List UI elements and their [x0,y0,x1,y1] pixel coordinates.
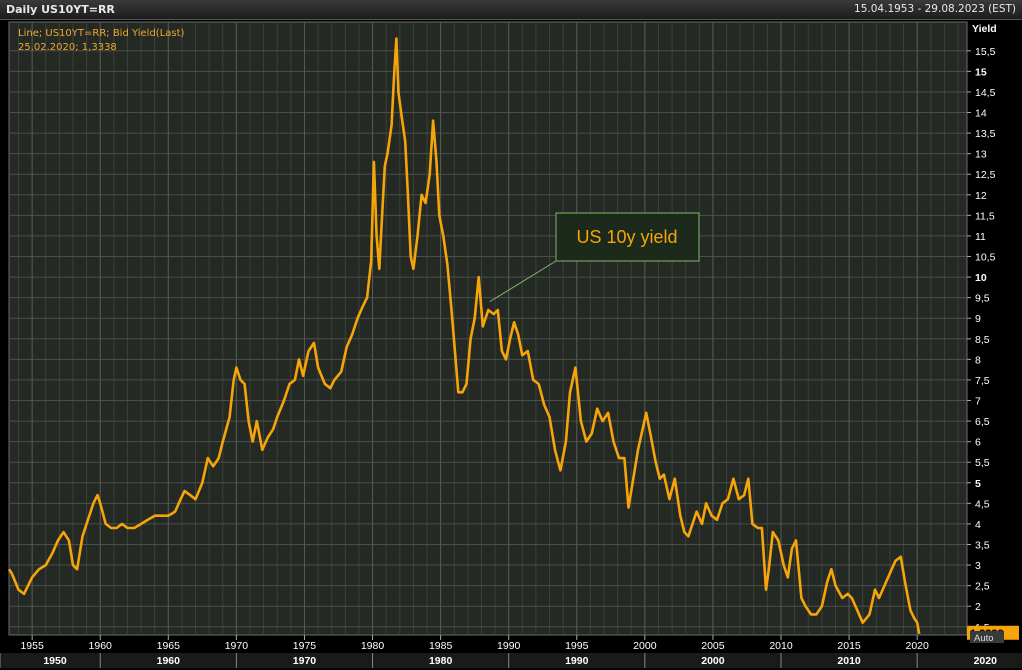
y-tick-label: 11 [975,231,986,243]
annotation-pointer [489,260,557,303]
x-tick-label: 1985 [429,640,453,652]
x-tick-label: 1990 [497,640,521,652]
date-range: 15.04.1953 - 29.08.2023 (EST) [854,3,1016,15]
y-tick-label: 5 [975,478,981,490]
y-axis-title: Yield [972,23,997,35]
y-tick-label: 4 [975,519,981,531]
y-tick-label: 3,5 [975,539,990,551]
legend-last-point: 25.02.2020; 1,3338 [18,42,117,53]
y-tick-label: 14,5 [975,87,996,99]
y-tick-label: 11,5 [975,210,995,222]
auto-scale-box[interactable] [970,631,1004,643]
y-tick-label: 9,5 [975,293,990,305]
yield-series-line [7,37,921,635]
y-tick-label: 7,5 [975,375,990,387]
chart-title: Daily US10YT=RR [6,3,115,16]
chart-area: 1,522,533,544,555,566,577,588,599,51010,… [0,21,1022,668]
x-tick-label: 1970 [225,640,249,652]
chart-header: Daily US10YT=RR 15.04.1953 - 29.08.2023 … [0,0,1022,20]
y-tick-label: 14 [975,108,987,120]
x-tick-label: 1975 [293,640,317,652]
y-axis: 1,522,533,544,555,566,577,588,599,51010,… [967,46,996,634]
y-tick-label: 8 [975,354,981,366]
y-tick-label: 15 [975,66,987,78]
decade-band [0,653,1022,668]
y-tick-label: 15,5 [975,46,996,58]
x-axis: 1955 1960 1965 1970 1975 1980 1985 1990 1995 2000… [20,635,929,652]
y-tick-label: 3 [975,560,981,572]
y-tick-label: 6 [975,437,981,449]
y-tick-label: 12 [975,190,987,202]
y-tick-label: 9 [975,313,981,325]
x-tick-label: 1955 [20,640,44,652]
legend: Line; US10YT=RR; Bid Yield(Last) 25.02.2… [18,27,184,55]
decade-label: 1960 [157,655,181,667]
x-tick-label: 2005 [701,640,725,652]
y-tick-label: 10,5 [975,252,996,264]
y-tick-label: 6,5 [975,416,990,428]
decade-label: 1990 [565,655,589,667]
decade-axis: 1950 1960 1970 1980 1990 2000 2010 2020 [0,653,1022,668]
x-tick-label: 1995 [565,640,589,652]
x-tick-label: 2000 [633,640,657,652]
x-tick-label: 1980 [361,640,385,652]
legend-series: Line; US10YT=RR; Bid Yield(Last) [18,28,185,39]
x-tick-label: 1965 [157,640,181,652]
decade-label: 2020 [974,655,998,667]
y-tick-label: 12,5 [975,169,996,181]
y-tick-label: 13,5 [975,128,996,140]
y-tick-label: 5,5 [975,457,990,469]
last-value-marker: 1,3338 Auto [967,625,1019,644]
y-tick-label: 7 [975,395,981,407]
decade-label: 1970 [293,655,317,667]
grid-lines [9,22,967,635]
x-tick-label: 2020 [905,640,929,652]
annotation: US 10y yield [489,212,700,303]
plot-background [8,21,968,636]
decade-label: 1950 [43,655,67,667]
annotation-box [555,212,700,262]
x-tick-label: 1960 [89,640,113,652]
x-tick-label: 2010 [769,640,793,652]
x-tick-label: 2015 [837,640,861,652]
decade-label: 2000 [701,655,725,667]
auto-scale-label[interactable]: Auto [974,633,994,644]
y-tick-label: 10 [975,272,987,284]
decade-label: 1980 [429,655,453,667]
y-tick-label: 2 [975,601,981,613]
y-tick-label: 8,5 [975,334,990,346]
y-tick-label: 4,5 [975,498,990,510]
annotation-label: US 10y yield [576,227,677,247]
y-tick-label: 13 [975,149,987,161]
y-tick-label: 2,5 [975,581,990,593]
decade-label: 2010 [837,655,861,667]
